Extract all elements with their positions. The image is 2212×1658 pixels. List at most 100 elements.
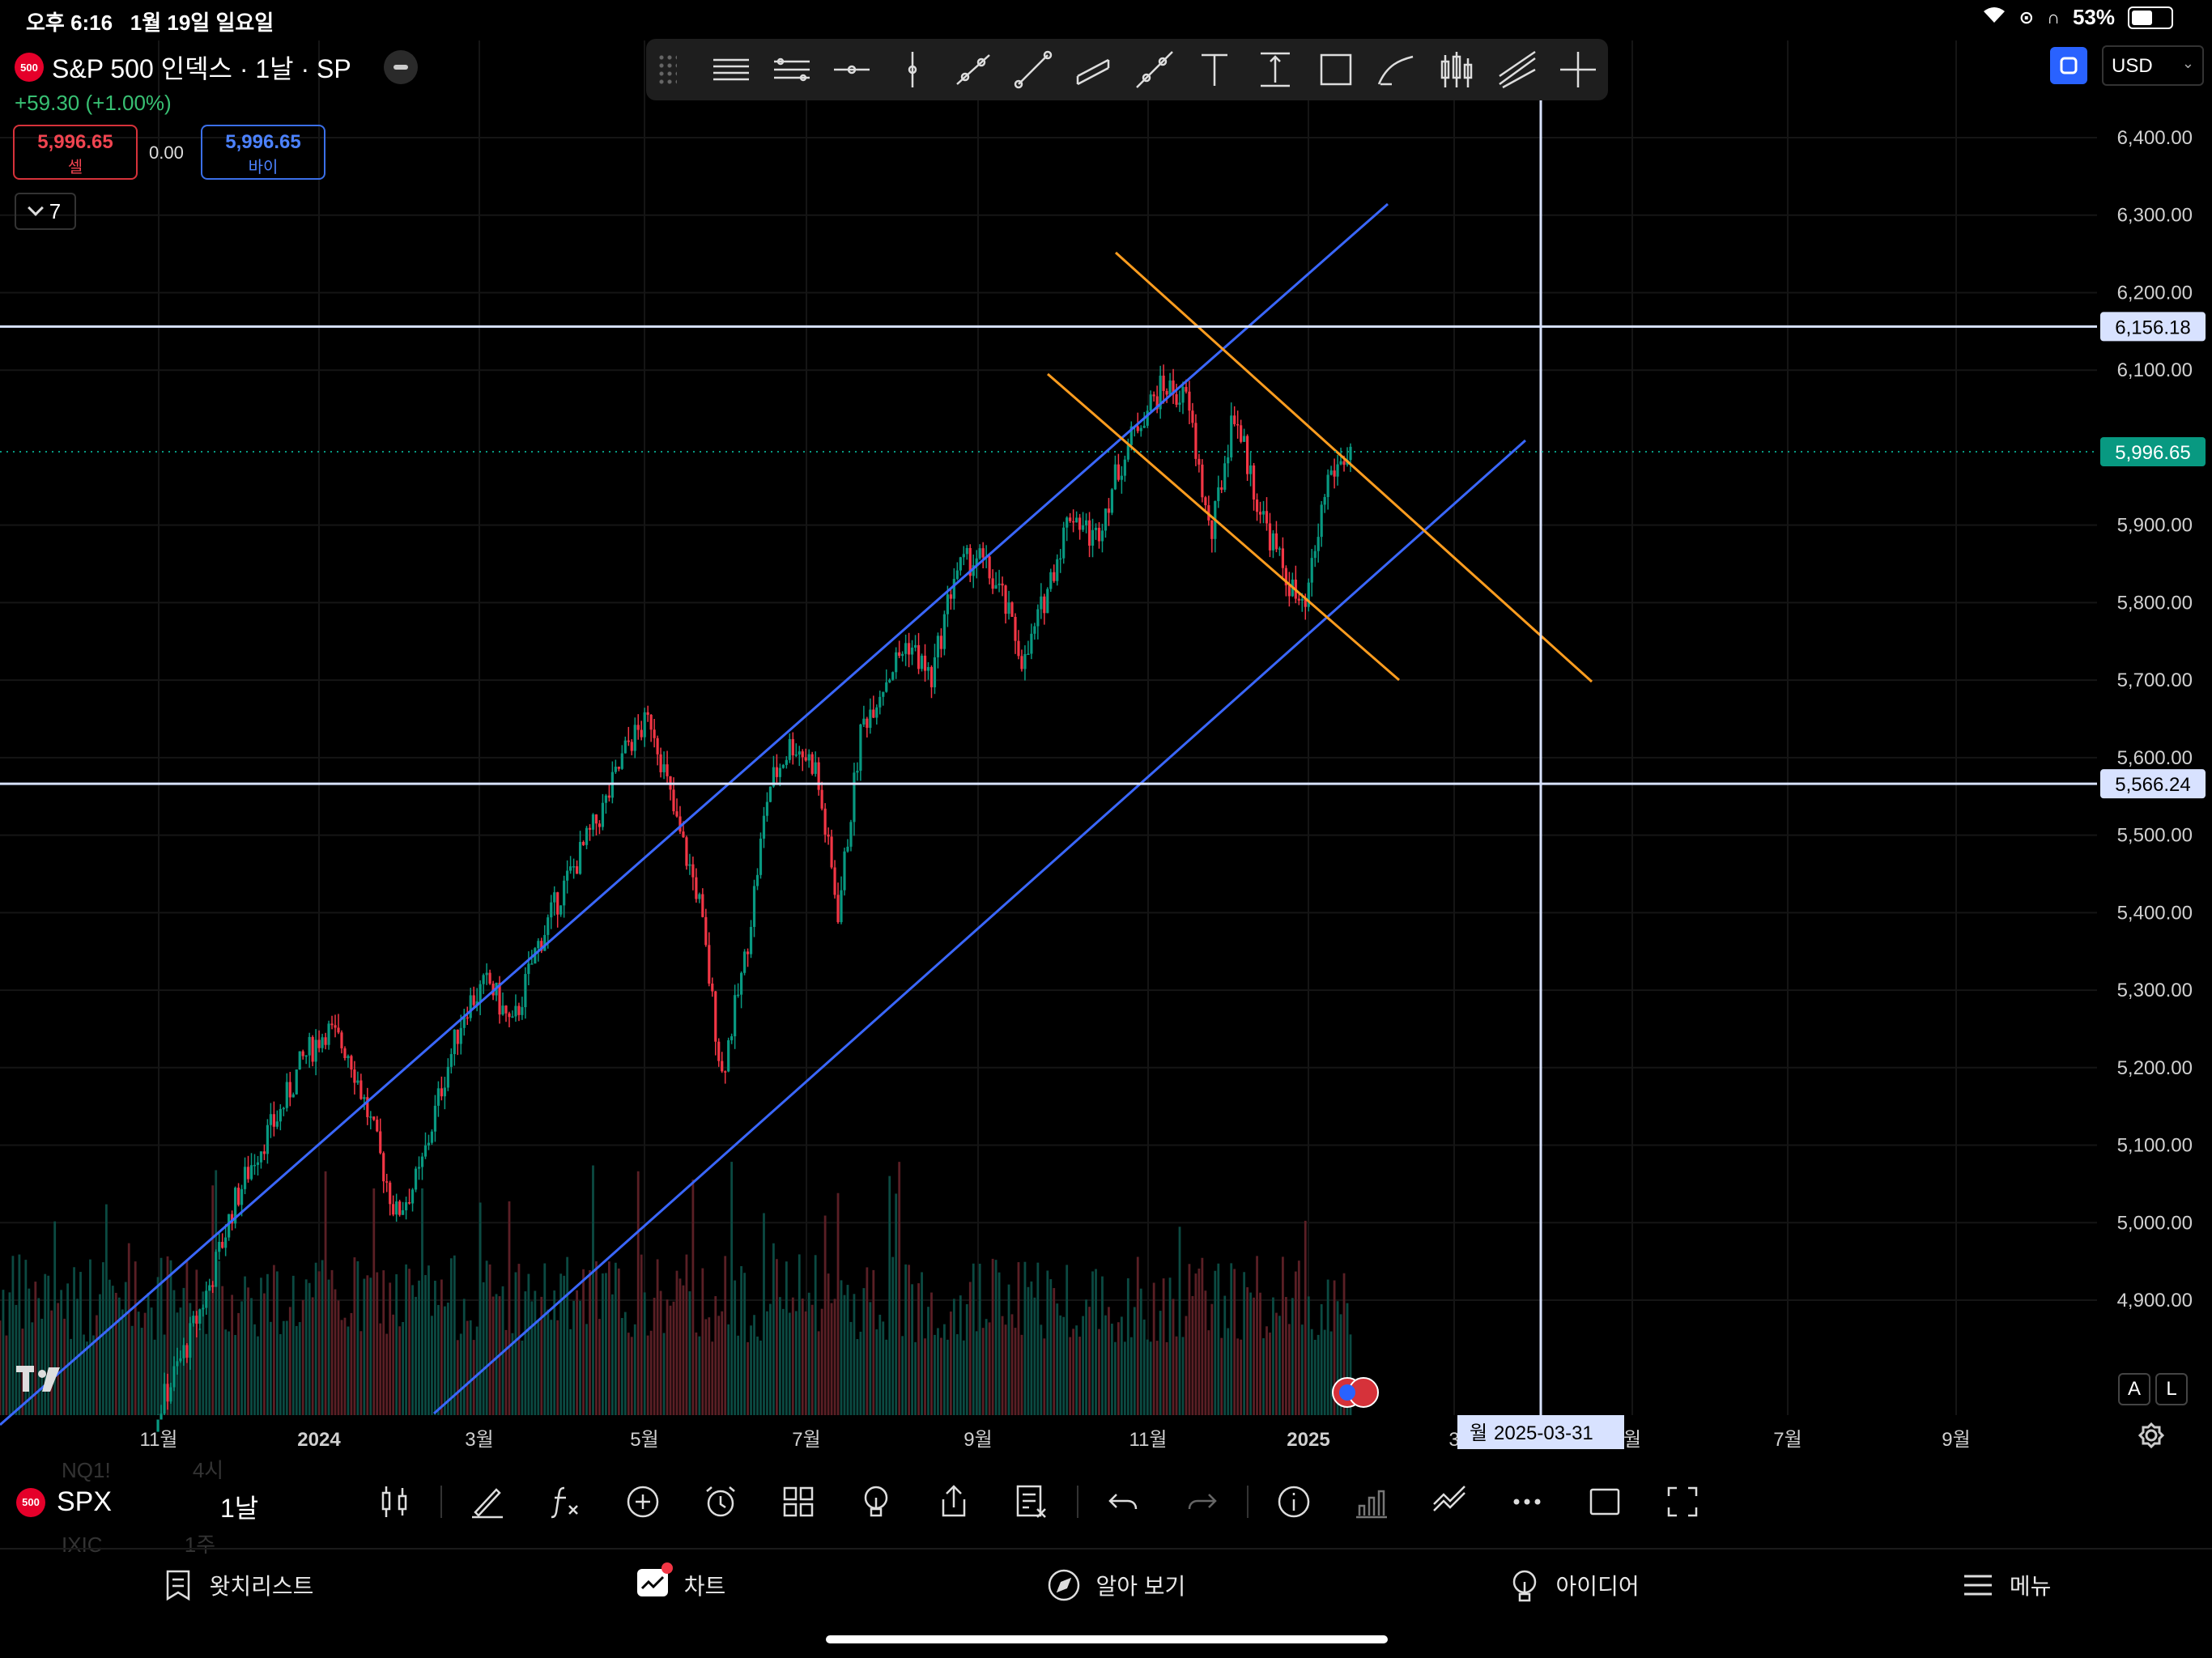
candle-body <box>1240 425 1243 442</box>
volume-bar <box>875 1329 878 1415</box>
volume-bar <box>672 1301 675 1415</box>
bottom-toolbar[interactable] <box>356 1473 1721 1530</box>
rectangle-icon[interactable] <box>1305 39 1366 100</box>
tab-ideas[interactable]: 아이디어 <box>1508 1568 1640 1602</box>
volume-bar <box>295 1325 298 1415</box>
indicators-icon[interactable] <box>526 1473 604 1530</box>
vertical-line-icon[interactable] <box>883 39 943 100</box>
time-axis[interactable]: 11월 2024 3월 5월 7월 9월 11월 2025 3 월 7월 9월 <box>140 1429 1971 1451</box>
tab-watchlist[interactable]: 왓치리스트 <box>161 1568 313 1602</box>
info-icon[interactable] <box>1255 1473 1333 1530</box>
redo-icon[interactable] <box>1163 1473 1240 1530</box>
volume-bar <box>508 1201 511 1415</box>
candle-body <box>962 554 965 558</box>
ascending-channel-upper[interactable] <box>0 202 1389 1426</box>
line-icon[interactable] <box>1003 39 1064 100</box>
event-flags[interactable] <box>1332 1377 1379 1408</box>
layout-icon[interactable] <box>759 1473 837 1530</box>
long-position-icon[interactable] <box>1427 39 1487 100</box>
candle-body <box>913 644 917 648</box>
drawing-pen-icon[interactable] <box>449 1473 526 1530</box>
candle-body <box>959 557 962 571</box>
currency-select[interactable]: USD ⌄ <box>2102 45 2204 86</box>
text-icon[interactable] <box>1185 39 1245 100</box>
collapse-legend-button[interactable] <box>383 50 418 84</box>
drawings-layer[interactable] <box>0 100 1593 1426</box>
ideas-bulb-icon[interactable] <box>837 1473 915 1530</box>
candle-body <box>711 983 714 992</box>
volume-bar <box>1284 1297 1287 1415</box>
candle-body <box>395 1201 398 1215</box>
alert-icon[interactable] <box>682 1473 759 1530</box>
symbol-title[interactable]: S&P 500 인덱스 · 1날 · SP <box>52 54 351 83</box>
window-icon[interactable] <box>1566 1473 1644 1530</box>
crosshair-icon[interactable] <box>1547 39 1608 100</box>
horizontal-ray-icon[interactable] <box>822 39 883 100</box>
price-range-icon[interactable] <box>1245 39 1306 100</box>
trend-line-icon[interactable] <box>942 39 1003 100</box>
tab-chart[interactable]: 차트 <box>636 1562 725 1605</box>
candle-body <box>466 1017 469 1019</box>
volume-bar <box>530 1301 534 1415</box>
auto-scale-button[interactable]: A <box>2118 1373 2150 1405</box>
object-tree-icon[interactable] <box>993 1473 1070 1530</box>
price-chart[interactable]: 6,156.18 5,566.24 6,400.00 6,300.00 6,200.0… <box>0 0 2212 1457</box>
volume-bar <box>1152 1282 1155 1415</box>
volume-bar <box>24 1260 28 1415</box>
drag-handle-icon[interactable] <box>657 53 677 86</box>
financials-icon[interactable] <box>1333 1473 1410 1530</box>
parallel-channel-icon[interactable] <box>1064 39 1125 100</box>
share-icon[interactable] <box>915 1473 993 1530</box>
volume-bar <box>1282 1256 1284 1415</box>
volume-bar <box>475 1326 479 1415</box>
volume-bar <box>466 1320 469 1415</box>
candle-body <box>1168 380 1172 395</box>
fullscreen-icon[interactable] <box>1644 1473 1721 1530</box>
interval-selector[interactable]: 1날 <box>220 1494 259 1523</box>
fib-retracement-icon[interactable] <box>1487 39 1548 100</box>
ascending-channel-lower[interactable] <box>433 439 1526 1415</box>
more-icon[interactable] <box>1488 1473 1566 1530</box>
candle-body <box>849 822 853 847</box>
candle-body <box>1278 548 1282 550</box>
log-scale-button[interactable]: L <box>2155 1373 2188 1405</box>
home-indicator[interactable] <box>826 1635 1388 1643</box>
add-icon[interactable] <box>604 1473 682 1530</box>
candle-type-icon[interactable] <box>356 1473 434 1530</box>
candle-body <box>472 995 475 1005</box>
tab-bar[interactable]: 왓치리스트 차트 알아 보기 아이디어 메뉴 <box>0 1548 2212 1621</box>
drawing-toolbar[interactable] <box>646 39 1608 100</box>
indicators-toggle-button[interactable]: 7 <box>15 193 76 230</box>
sync-button[interactable] <box>2050 47 2087 84</box>
volume-bar <box>160 1257 163 1415</box>
chart-settings-icon[interactable] <box>2138 1422 2165 1453</box>
volume-bar <box>766 1311 768 1415</box>
volume-bar <box>224 1329 228 1415</box>
volume-bar <box>121 1309 124 1415</box>
candle-body <box>488 972 491 984</box>
candle-body <box>1120 475 1123 480</box>
volume-bars <box>0 1162 1352 1415</box>
tab-explore[interactable]: 알아 보기 <box>1047 1568 1185 1602</box>
volume-bar <box>717 1316 721 1415</box>
bottom-symbol-selector[interactable]: 500 SPX <box>16 1486 112 1518</box>
volume-bar <box>981 1328 985 1415</box>
sell-button[interactable]: 5,996.65 셀 <box>13 125 138 180</box>
horizontal-levels[interactable]: 6,156.18 5,566.24 <box>0 312 2206 799</box>
descending-channel-upper[interactable] <box>1114 251 1593 683</box>
volume-bar <box>1233 1269 1236 1415</box>
extended-line-icon[interactable] <box>1124 39 1185 100</box>
volume-bar <box>1036 1262 1040 1415</box>
undo-icon[interactable] <box>1085 1473 1163 1530</box>
buy-button[interactable]: 5,996.65 바이 <box>201 125 325 180</box>
price-axis[interactable]: 6,400.00 6,300.00 6,200.00 6,100.00 5,900.00… <box>2117 127 2193 1312</box>
brush-icon[interactable] <box>1366 39 1427 100</box>
descending-channel-lower[interactable] <box>1047 372 1400 682</box>
symbol-header[interactable]: 500 S&P 500 인덱스 · 1날 · SP <box>15 49 418 86</box>
compare-icon[interactable] <box>1410 1473 1488 1530</box>
horizontal-lines-icon[interactable] <box>701 39 762 100</box>
tab-menu[interactable]: 메뉴 <box>1961 1568 2051 1602</box>
volume-bar <box>1266 1326 1268 1415</box>
pitchfork-icon[interactable] <box>761 39 822 100</box>
volume-bar <box>57 1303 60 1415</box>
